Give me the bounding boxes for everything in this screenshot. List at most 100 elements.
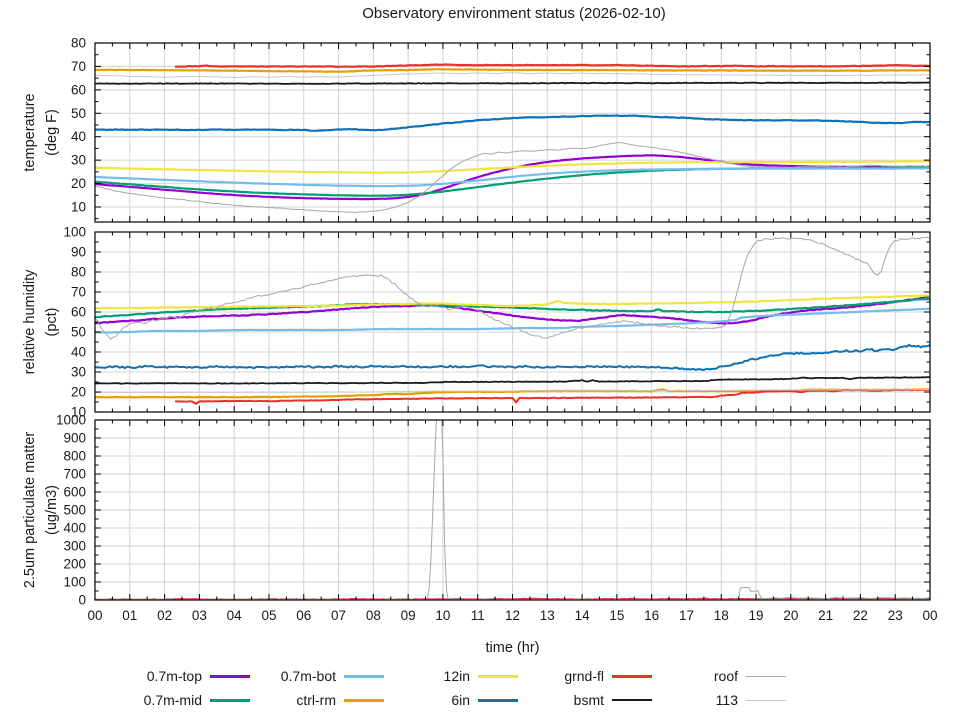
svg-text:(ug/m3): (ug/m3) <box>44 485 60 535</box>
svg-text:500: 500 <box>63 503 86 518</box>
svg-text:30: 30 <box>71 153 86 168</box>
svg-text:00: 00 <box>87 608 102 623</box>
legend-item-grnd-fl: grnd-fl <box>518 664 652 688</box>
legend-label: ctrl-rm <box>296 692 336 708</box>
series-113 <box>95 72 930 78</box>
legend-swatch <box>612 699 652 701</box>
series-12in <box>95 294 930 310</box>
legend-label: roof <box>713 668 738 684</box>
svg-text:23: 23 <box>888 608 903 623</box>
series-113 <box>95 389 930 394</box>
svg-text:60: 60 <box>71 305 86 320</box>
series-bsmt <box>95 81 930 85</box>
svg-text:02: 02 <box>157 608 172 623</box>
svg-text:relative humidity: relative humidity <box>22 269 38 375</box>
svg-text:(pct): (pct) <box>44 308 60 337</box>
legend-label: 0.7m-bot <box>280 668 336 684</box>
svg-text:80: 80 <box>71 36 86 51</box>
svg-text:08: 08 <box>366 608 381 623</box>
svg-text:temperature: temperature <box>22 93 38 171</box>
legend-label: 6in <box>451 692 470 708</box>
svg-text:00: 00 <box>922 608 937 623</box>
legend-label: grnd-fl <box>564 668 604 684</box>
svg-text:50: 50 <box>71 325 86 340</box>
legend-item-ctrl-rm: ctrl-rm <box>250 688 384 712</box>
svg-text:time (hr): time (hr) <box>486 640 540 656</box>
legend-item-roof: roof <box>652 664 786 688</box>
svg-text:40: 40 <box>71 129 86 144</box>
series-grnd-fl <box>175 63 930 68</box>
series-12in <box>95 160 930 174</box>
legend-swatch <box>344 698 384 702</box>
series-roof <box>95 142 930 213</box>
series-grnd-fl <box>175 388 930 405</box>
svg-text:400: 400 <box>63 521 86 536</box>
svg-text:13: 13 <box>540 608 555 623</box>
series-roof <box>95 236 930 340</box>
series-0.7m-bot <box>95 167 930 188</box>
svg-text:10: 10 <box>71 200 86 215</box>
svg-text:60: 60 <box>71 82 86 97</box>
panel-1: 10 20 30 40 50 60 70 80 90 100 relative humidity (p… <box>22 225 931 420</box>
legend-swatch <box>746 675 786 677</box>
legend-swatch <box>210 674 250 678</box>
legend-swatch <box>478 698 518 702</box>
svg-text:70: 70 <box>71 285 86 300</box>
svg-text:07: 07 <box>331 608 346 623</box>
svg-text:1000: 1000 <box>56 413 86 428</box>
series-bsmt <box>95 376 930 385</box>
svg-text:700: 700 <box>63 467 86 482</box>
svg-text:10: 10 <box>71 405 86 420</box>
legend-item-0.7m-top: 0.7m-top <box>116 664 250 688</box>
svg-text:90: 90 <box>71 245 86 260</box>
svg-text:01: 01 <box>122 608 137 623</box>
svg-text:20: 20 <box>71 176 86 191</box>
svg-text:100: 100 <box>63 225 86 240</box>
svg-text:100: 100 <box>63 575 86 590</box>
svg-text:16: 16 <box>644 608 659 623</box>
svg-text:06: 06 <box>296 608 311 623</box>
svg-text:10: 10 <box>435 608 450 623</box>
legend-swatch <box>344 674 384 678</box>
svg-text:900: 900 <box>63 431 86 446</box>
svg-text:2.5um particulate matter: 2.5um particulate matter <box>22 432 38 589</box>
svg-text:12: 12 <box>505 608 520 623</box>
legend-swatch <box>612 674 652 678</box>
svg-text:15: 15 <box>609 608 624 623</box>
svg-text:04: 04 <box>227 608 243 623</box>
svg-text:0: 0 <box>78 593 86 608</box>
svg-text:20: 20 <box>71 385 86 400</box>
svg-text:05: 05 <box>261 608 276 623</box>
svg-text:(deg F): (deg F) <box>44 109 60 156</box>
svg-text:800: 800 <box>63 449 86 464</box>
svg-text:80: 80 <box>71 265 86 280</box>
svg-text:14: 14 <box>575 608 591 623</box>
svg-text:17: 17 <box>679 608 694 623</box>
legend-item-bsmt: bsmt <box>518 688 652 712</box>
svg-text:200: 200 <box>63 557 86 572</box>
legend-swatch <box>746 699 786 701</box>
svg-text:18: 18 <box>714 608 729 623</box>
legend-item-6in: 6in <box>384 688 518 712</box>
series-6in <box>95 114 930 132</box>
legend: 0.7m-top 0.7m-bot 12in grnd-fl roof 0.7m-mid c… <box>116 664 786 712</box>
svg-text:600: 600 <box>63 485 86 500</box>
svg-text:70: 70 <box>71 59 86 74</box>
series-0.7m-mid <box>95 297 930 319</box>
legend-swatch <box>210 698 250 702</box>
series-0.7m-top <box>95 294 930 325</box>
svg-text:50: 50 <box>71 106 86 121</box>
svg-text:300: 300 <box>63 539 86 554</box>
series-ctrl-rm <box>95 68 930 73</box>
svg-text:40: 40 <box>71 345 86 360</box>
legend-label: 0.7m-top <box>146 668 202 684</box>
panel-0: 10 20 30 40 50 60 70 80 temperature (deg F) <box>22 36 931 223</box>
legend-label: 113 <box>715 692 738 708</box>
svg-text:09: 09 <box>401 608 416 623</box>
svg-text:22: 22 <box>853 608 868 623</box>
legend-label: 0.7m-mid <box>143 692 202 708</box>
svg-text:19: 19 <box>749 608 764 623</box>
svg-text:20: 20 <box>783 608 798 623</box>
